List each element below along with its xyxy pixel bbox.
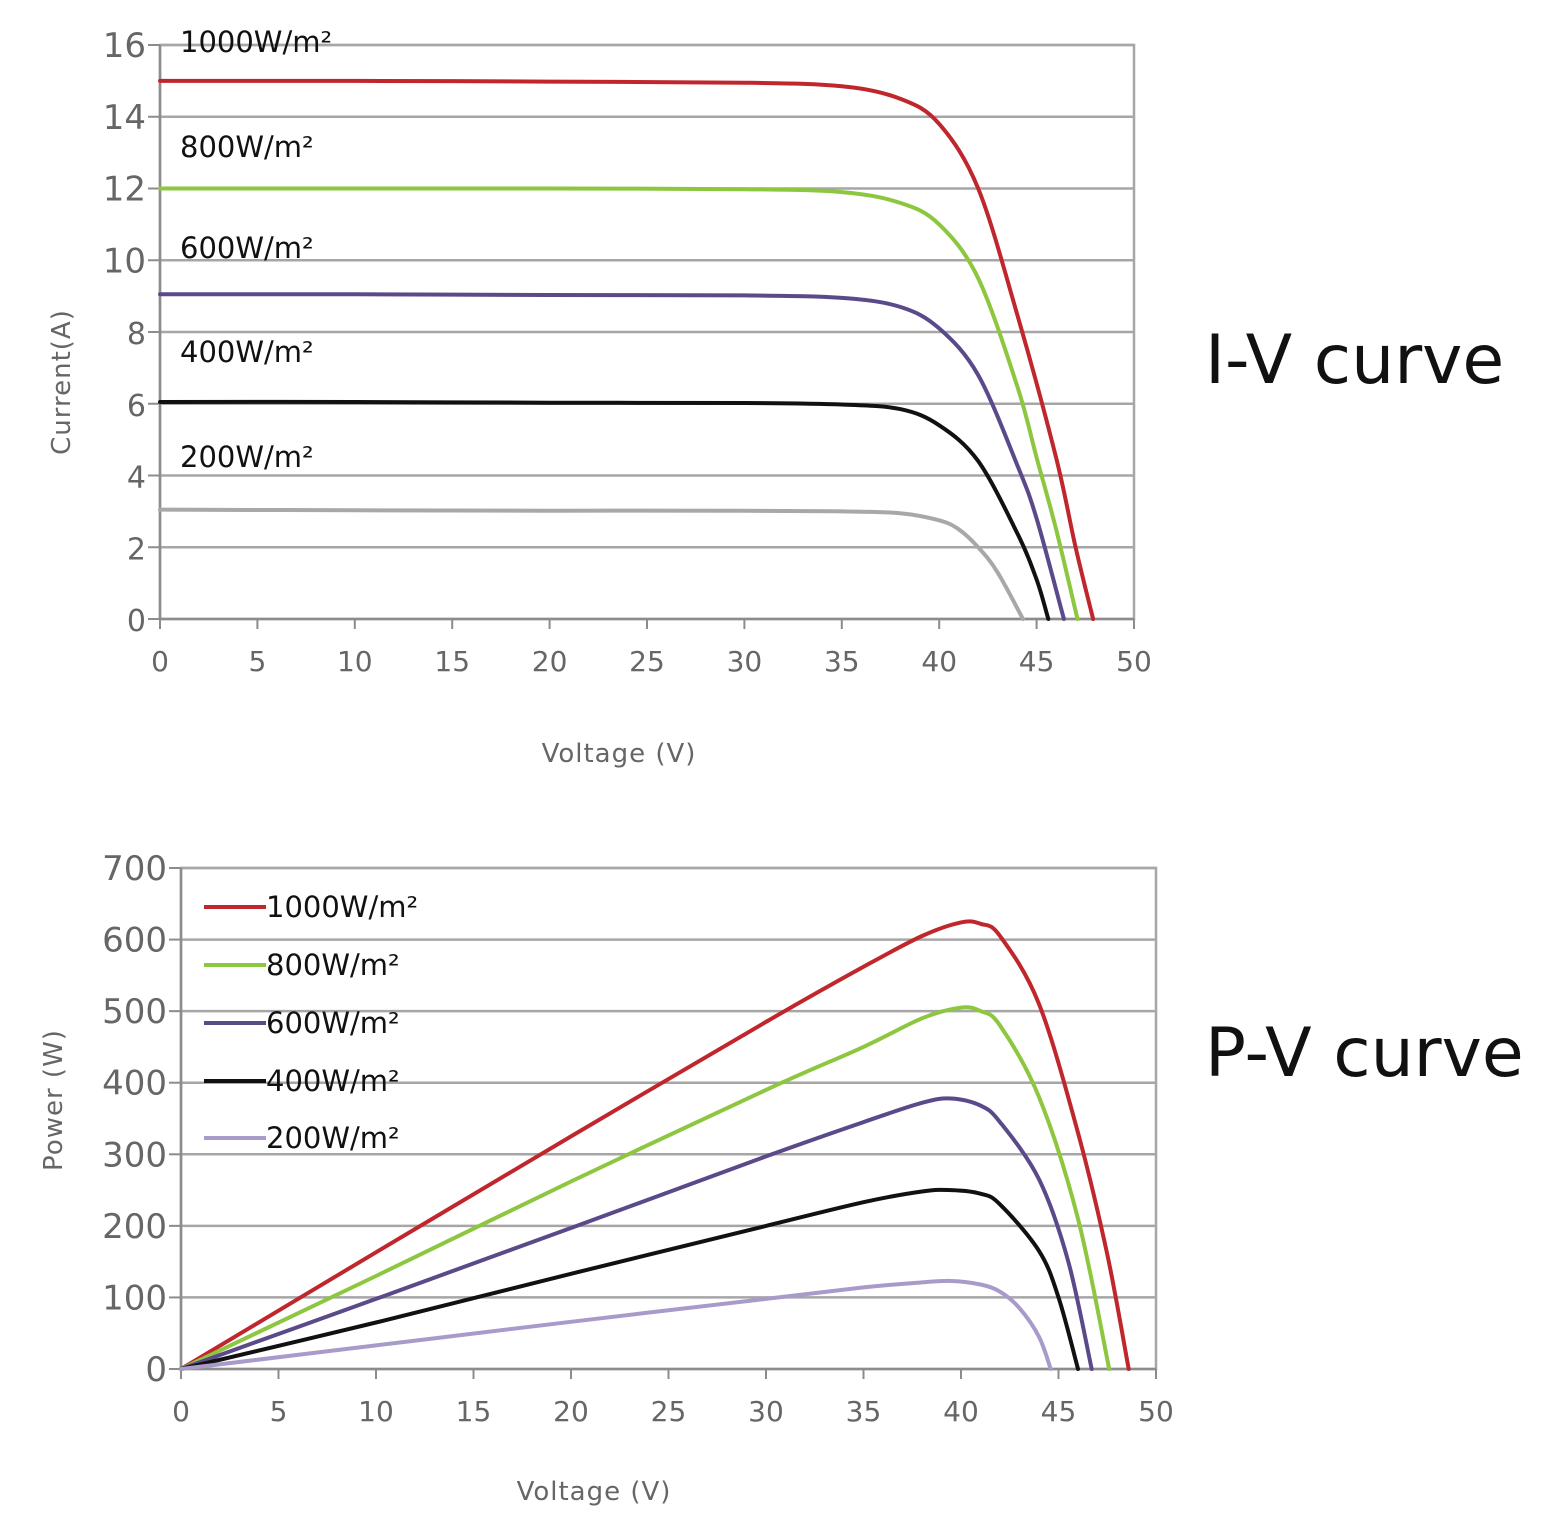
series-line-2 [158,292,1066,621]
y-tick-label: 600 [102,921,167,961]
series-annotation-3: 400W/m² [180,335,314,369]
y-axis-title: Power (W) [39,1029,69,1171]
y-tick-label: 700 [102,849,167,889]
x-tick-label: 50 [1116,645,1152,678]
y-tick-label: 6 [127,389,146,424]
x-tick-label: 5 [248,645,266,678]
y-tick-label: 400 [102,1064,167,1104]
y-tick-label: 8 [127,317,146,352]
x-tick-label: 0 [172,1395,190,1428]
series-line-4 [158,507,1025,621]
x-axis-title: Voltage (V) [542,739,697,769]
x-tick-label: 35 [846,1395,882,1428]
x-tick-label: 50 [1138,1395,1174,1428]
x-tick-label: 20 [553,1395,589,1428]
y-tick-label: 200 [102,1207,167,1247]
y-tick-label: 2 [127,532,146,567]
x-tick-label: 35 [824,645,860,678]
series-line-0 [158,78,1096,621]
legend-label-0: 1000W/m² [266,890,418,924]
y-tick-label: 4 [127,461,146,496]
x-tick-label: 25 [651,1395,687,1428]
chart-title: I-V curve [1205,321,1504,400]
x-tick-label: 15 [434,645,470,678]
x-tick-label: 5 [270,1395,288,1428]
legend-label-4: 200W/m² [266,1121,400,1155]
series-line-3 [158,399,1051,621]
legend-label-1: 800W/m² [266,948,400,982]
y-tick-label: 10 [103,241,146,281]
x-tick-label: 15 [456,1395,492,1428]
x-tick-label: 45 [1041,1395,1077,1428]
chart-title: P-V curve [1205,1014,1524,1093]
y-tick-label: 0 [145,1350,167,1390]
y-tick-label: 500 [102,992,167,1032]
x-tick-label: 10 [337,645,373,678]
y-tick-label: 300 [102,1135,167,1175]
x-tick-label: 10 [358,1395,394,1428]
series-line-3 [179,1187,1080,1371]
series-line-2 [179,1096,1094,1371]
legend-label-2: 600W/m² [266,1006,400,1040]
iv-chart: 0 2 4 6 8 10 12 14 16 0 5 10 15 20 25 30 35 40 45 50 Voltage… [47,25,1504,769]
y-tick-label: 16 [103,26,146,66]
y-tick-label: 12 [103,170,146,210]
y-tick-label: 100 [102,1278,167,1318]
x-tick-label: 45 [1019,645,1055,678]
series-annotation-4: 200W/m² [180,440,314,474]
y-tick-label: 0 [127,604,146,639]
x-tick-label: 30 [727,645,763,678]
pv-chart: 0 100 200 300 400 500 600 700 0 5 10 15 20 25 30 35 40 45… [39,849,1524,1507]
series-annotation-2: 600W/m² [180,231,314,265]
legend-label-3: 400W/m² [266,1064,400,1098]
series-line-0 [179,919,1131,1371]
series-annotation-1: 800W/m² [180,130,314,164]
x-tick-label: 30 [748,1395,784,1428]
y-axis-title: Current(A) [47,309,77,455]
plot-frame [179,866,1158,1371]
x-tick-label: 20 [532,645,568,678]
x-tick-label: 40 [921,645,957,678]
x-tick-label: 40 [943,1395,979,1428]
series-line-1 [179,1005,1112,1371]
series-line-1 [158,186,1080,621]
series-line-4 [179,1278,1053,1371]
x-axis-title: Voltage (V) [517,1477,672,1507]
x-tick-label: 0 [151,645,169,678]
y-tick-label: 14 [103,98,146,138]
series-annotation-0: 1000W/m² [180,25,332,59]
x-tick-label: 25 [629,645,665,678]
